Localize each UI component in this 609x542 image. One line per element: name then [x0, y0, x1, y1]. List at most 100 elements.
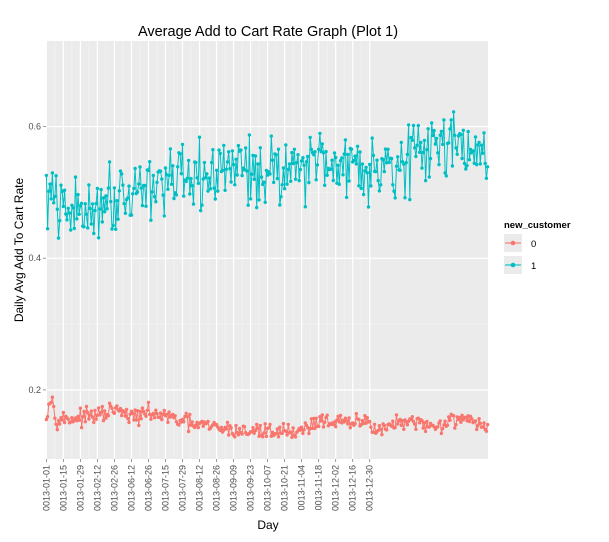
data-point	[155, 412, 159, 416]
data-point	[50, 171, 55, 175]
data-point	[225, 160, 230, 164]
data-point	[54, 422, 58, 426]
data-point	[76, 414, 80, 419]
data-point	[61, 204, 66, 209]
data-point	[229, 180, 233, 184]
data-point	[203, 176, 208, 180]
data-point	[55, 207, 59, 211]
data-point	[45, 415, 50, 419]
data-point	[210, 160, 214, 165]
data-point	[94, 201, 98, 206]
data-point	[297, 178, 301, 183]
data-point	[116, 217, 120, 221]
data-point	[445, 423, 450, 427]
data-point	[149, 218, 153, 222]
data-point	[55, 427, 59, 432]
data-point	[161, 193, 165, 197]
data-point	[230, 149, 235, 153]
data-point	[92, 231, 96, 236]
data-point	[298, 428, 303, 432]
data-point	[49, 400, 53, 405]
data-point	[482, 131, 486, 135]
data-point	[188, 192, 192, 196]
data-point	[301, 156, 305, 160]
data-point	[416, 416, 420, 420]
data-point	[67, 211, 72, 215]
data-point	[174, 420, 179, 424]
x-tick-label: 0013-07-29	[178, 465, 188, 511]
data-point	[217, 148, 221, 152]
data-point	[314, 178, 318, 182]
data-point	[460, 156, 464, 161]
x-tick-label: 0013-11-18	[314, 465, 324, 510]
data-point	[313, 426, 317, 430]
data-point	[61, 410, 66, 415]
series-1-line	[45, 111, 489, 239]
data-point	[47, 189, 51, 193]
data-point	[479, 143, 484, 147]
data-point	[110, 227, 114, 231]
data-point	[274, 153, 278, 157]
data-point	[118, 406, 123, 411]
data-point	[332, 151, 337, 155]
data-point	[334, 155, 338, 160]
x-tick-label: 0013-09-09	[229, 465, 239, 511]
data-point	[206, 419, 210, 424]
data-point	[167, 410, 171, 414]
data-point	[320, 142, 324, 146]
x-tick-label: 0013-12-02	[331, 465, 341, 511]
data-point	[205, 172, 209, 176]
data-point	[70, 416, 74, 420]
data-point	[92, 420, 96, 425]
data-point	[268, 422, 272, 427]
data-point	[270, 158, 275, 162]
data-point	[64, 212, 68, 216]
data-point	[145, 408, 149, 412]
data-point	[199, 208, 203, 213]
data-point	[202, 160, 207, 165]
data-point	[197, 135, 202, 139]
data-point	[379, 183, 383, 187]
data-point	[263, 422, 267, 426]
data-point	[318, 131, 322, 136]
data-point	[448, 127, 452, 131]
data-point	[419, 140, 423, 145]
data-point	[391, 183, 395, 187]
data-point	[413, 146, 417, 150]
data-point	[299, 425, 304, 429]
data-point	[134, 418, 138, 422]
data-point	[191, 202, 196, 206]
data-point	[124, 407, 129, 412]
data-point	[391, 419, 395, 423]
data-point	[89, 409, 94, 413]
data-point	[174, 193, 179, 197]
data-point	[234, 423, 238, 428]
data-point	[447, 141, 451, 145]
x-tick-label: 0013-01-29	[75, 465, 85, 511]
data-point	[132, 418, 136, 422]
data-point	[448, 418, 452, 422]
data-point	[360, 418, 365, 423]
x-tick-label: 0013-09-23	[246, 465, 256, 511]
data-point	[453, 426, 457, 430]
data-point	[101, 418, 106, 423]
data-point	[168, 147, 173, 151]
data-point	[329, 167, 333, 171]
data-point	[306, 154, 310, 159]
data-point	[460, 413, 464, 417]
data-point	[377, 424, 382, 428]
data-point	[56, 236, 61, 240]
data-point	[408, 197, 412, 202]
data-point	[224, 167, 228, 171]
data-point	[228, 167, 232, 171]
data-point	[112, 186, 117, 190]
data-point	[122, 201, 126, 206]
data-point	[105, 207, 109, 211]
data-point	[302, 428, 306, 432]
data-point	[451, 110, 456, 114]
data-point	[252, 177, 256, 181]
data-point	[324, 149, 328, 154]
data-point	[399, 423, 403, 428]
data-point	[482, 421, 486, 425]
data-point	[481, 425, 485, 429]
